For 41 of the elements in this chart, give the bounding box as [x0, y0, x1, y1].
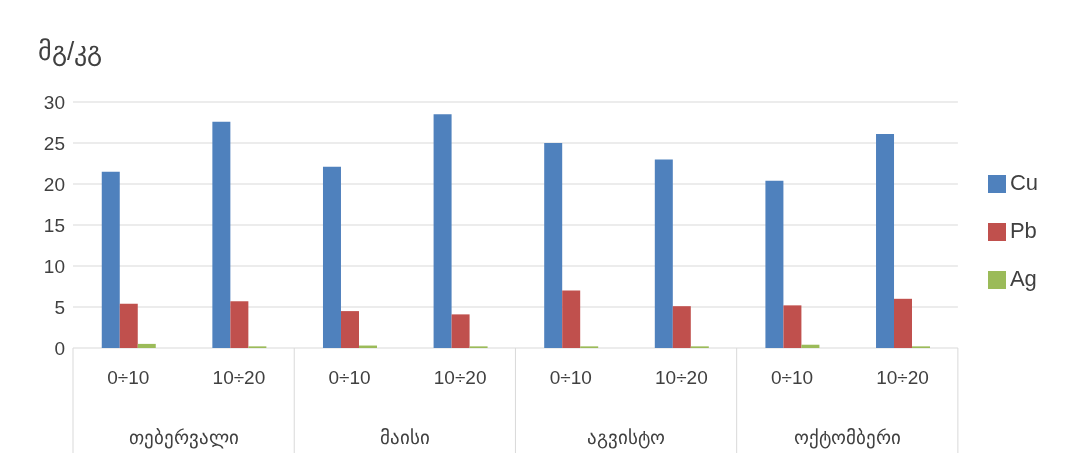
- legend-label: Cu: [1009, 169, 1038, 195]
- bar: [119, 303, 138, 348]
- bar: [137, 343, 156, 348]
- x-tick-label: 10÷20: [212, 367, 266, 388]
- y-tick-label: 5: [54, 296, 65, 318]
- y-tick-label: 15: [43, 214, 65, 236]
- text: მაისი: [379, 427, 430, 448]
- bar: [672, 306, 691, 348]
- bar: [101, 171, 120, 348]
- x-tick-label: 0÷10: [770, 367, 814, 388]
- bar: [654, 159, 673, 348]
- x-tick-label: 10÷20: [876, 367, 929, 388]
- y-axis-title: მგ/კგ: [38, 36, 103, 67]
- bar: [451, 314, 470, 348]
- legend-label: Ag: [1009, 265, 1037, 291]
- bar: [765, 180, 784, 348]
- text: აგვისტო: [587, 427, 666, 449]
- bar: [894, 298, 913, 348]
- bar: [783, 305, 802, 348]
- bar: [212, 121, 231, 348]
- x-tick-label: 10÷20: [655, 367, 708, 388]
- y-tick-label: 10: [43, 255, 65, 277]
- text: ოქტომბერი: [793, 427, 901, 449]
- bar: [876, 133, 895, 348]
- bar: [433, 114, 452, 348]
- y-tick-label: 0: [54, 337, 65, 359]
- bar: [230, 301, 249, 348]
- y-tick-label: 20: [43, 173, 65, 195]
- y-tick-label: 30: [43, 91, 65, 113]
- text: თებერვალი: [128, 427, 239, 449]
- x-tick-label: 0÷10: [328, 367, 371, 388]
- bar: [801, 344, 820, 348]
- x-tick-label: 10÷20: [433, 367, 487, 388]
- x-tick-label: 0÷10: [107, 367, 150, 388]
- bar: [562, 290, 581, 348]
- bar: [340, 311, 359, 348]
- x-tick-label: 0÷10: [549, 367, 592, 388]
- bar: [322, 166, 341, 348]
- y-tick-label: 25: [43, 132, 65, 154]
- bar: [544, 143, 563, 348]
- legend-label: Pb: [1009, 217, 1037, 243]
